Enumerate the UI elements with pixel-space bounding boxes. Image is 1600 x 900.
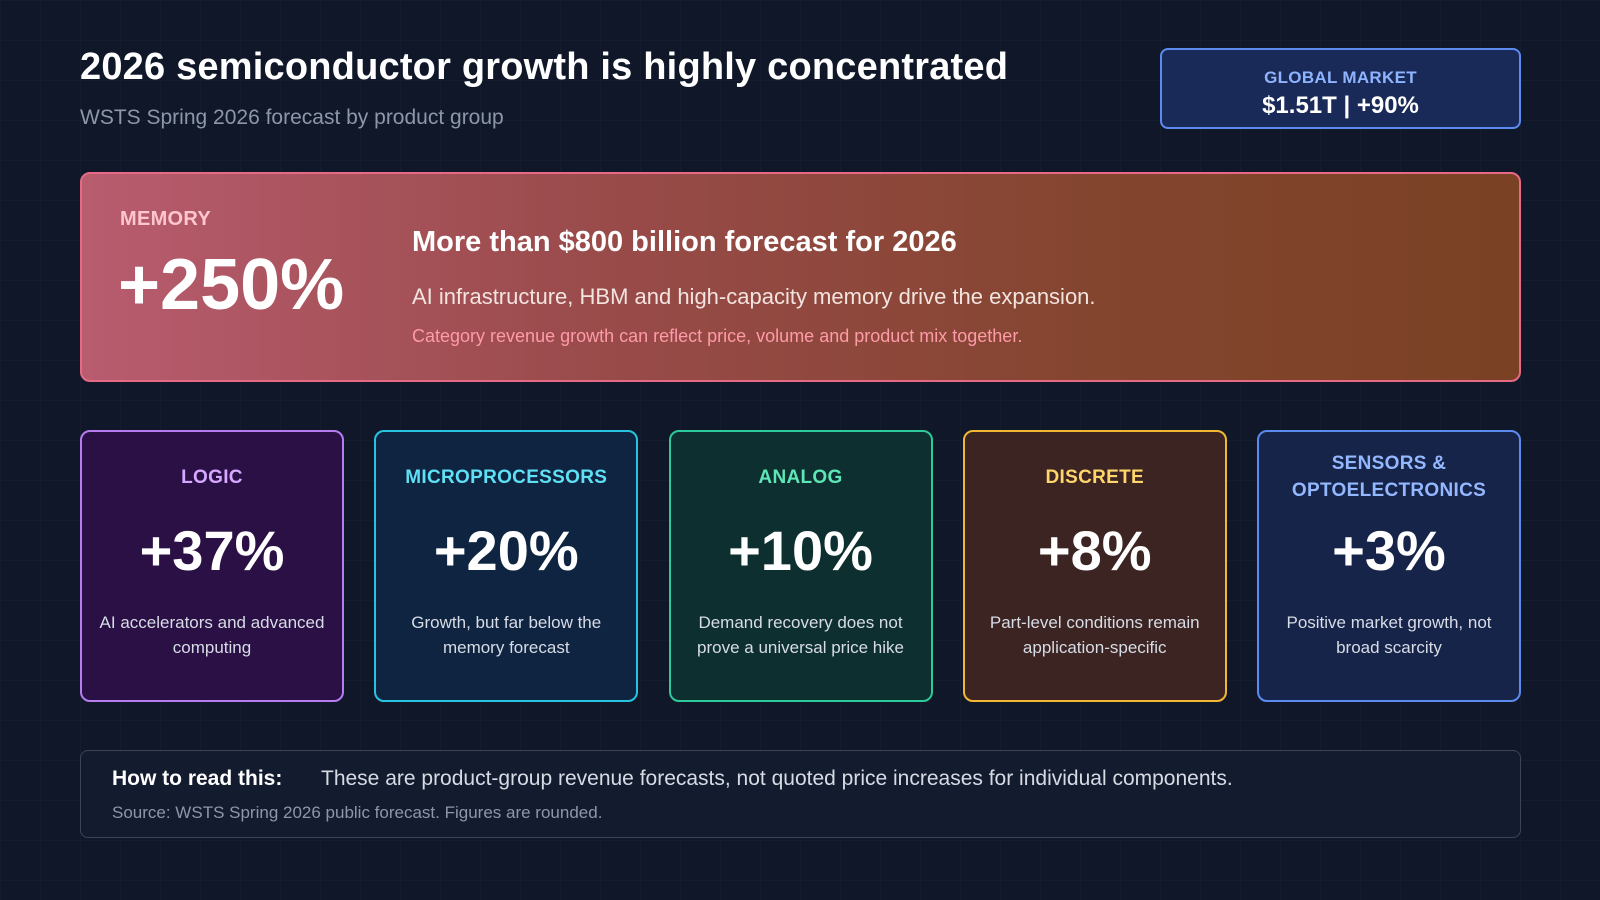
card-discrete: DISCRETE +8% Part-level conditions remai… [962, 430, 1227, 702]
card-description: Part-level conditions remain application… [989, 613, 1200, 657]
card-category-label: DISCRETE [1045, 466, 1144, 488]
source-note: Source: WSTS Spring 2026 public forecast… [112, 803, 603, 822]
card-growth-value: +10% [728, 519, 873, 582]
global-market-badge: GLOBAL MARKET $1.51T | +90% [1160, 48, 1521, 129]
page-title: 2026 semiconductor growth is highly conc… [80, 46, 1009, 88]
memory-growth-value: +250% [118, 245, 345, 325]
memory-description: AI infrastructure, HBM and high-capacity… [412, 284, 1096, 309]
memory-panel: MEMORY +250% More than $800 billion fore… [80, 172, 1521, 382]
memory-note: Category revenue growth can reflect pric… [412, 326, 1023, 346]
how-to-read-text: These are product-group revenue forecast… [321, 767, 1233, 790]
card-sensors-optoelectronics: SENSORS & OPTOELECTRONICS +3% Positive m… [1257, 430, 1521, 702]
global-market-value: $1.51T | +90% [1262, 92, 1419, 119]
card-category-label: LOGIC [181, 466, 243, 488]
card-category-label: MICROPROCESSORS [405, 466, 608, 488]
card-logic: LOGIC +37% AI accelerators and advanced … [80, 430, 344, 702]
card-description: Growth, but far below the memory forecas… [411, 613, 602, 657]
card-growth-value: +37% [139, 519, 285, 582]
card-description: Demand recovery does not prove a univers… [697, 613, 904, 657]
card-analog: ANALOG +10% Demand recovery does not pro… [668, 430, 933, 702]
memory-headline: More than $800 billion forecast for 2026 [412, 226, 957, 258]
card-category-label: SENSORS & OPTOELECTRONICS [1291, 453, 1487, 501]
card-description: Positive market growth, not broad scarci… [1286, 613, 1492, 657]
memory-category-label: MEMORY [120, 208, 212, 230]
card-growth-value: +8% [1037, 519, 1152, 582]
card-description: AI accelerators and advanced computing [99, 613, 325, 657]
card-category-label: ANALOG [758, 466, 843, 488]
page-subtitle: WSTS Spring 2026 forecast by product gro… [80, 106, 504, 129]
how-to-read-label: How to read this: [112, 767, 283, 790]
category-cards: LOGIC +37% AI accelerators and advanced … [80, 430, 1521, 702]
card-growth-value: +20% [433, 519, 579, 582]
how-to-read-box: How to read this: These are product-grou… [80, 750, 1521, 838]
card-growth-value: +3% [1332, 519, 1446, 582]
card-microprocessors: MICROPROCESSORS +20% Growth, but far bel… [374, 430, 639, 702]
global-market-label: GLOBAL MARKET [1264, 68, 1417, 87]
